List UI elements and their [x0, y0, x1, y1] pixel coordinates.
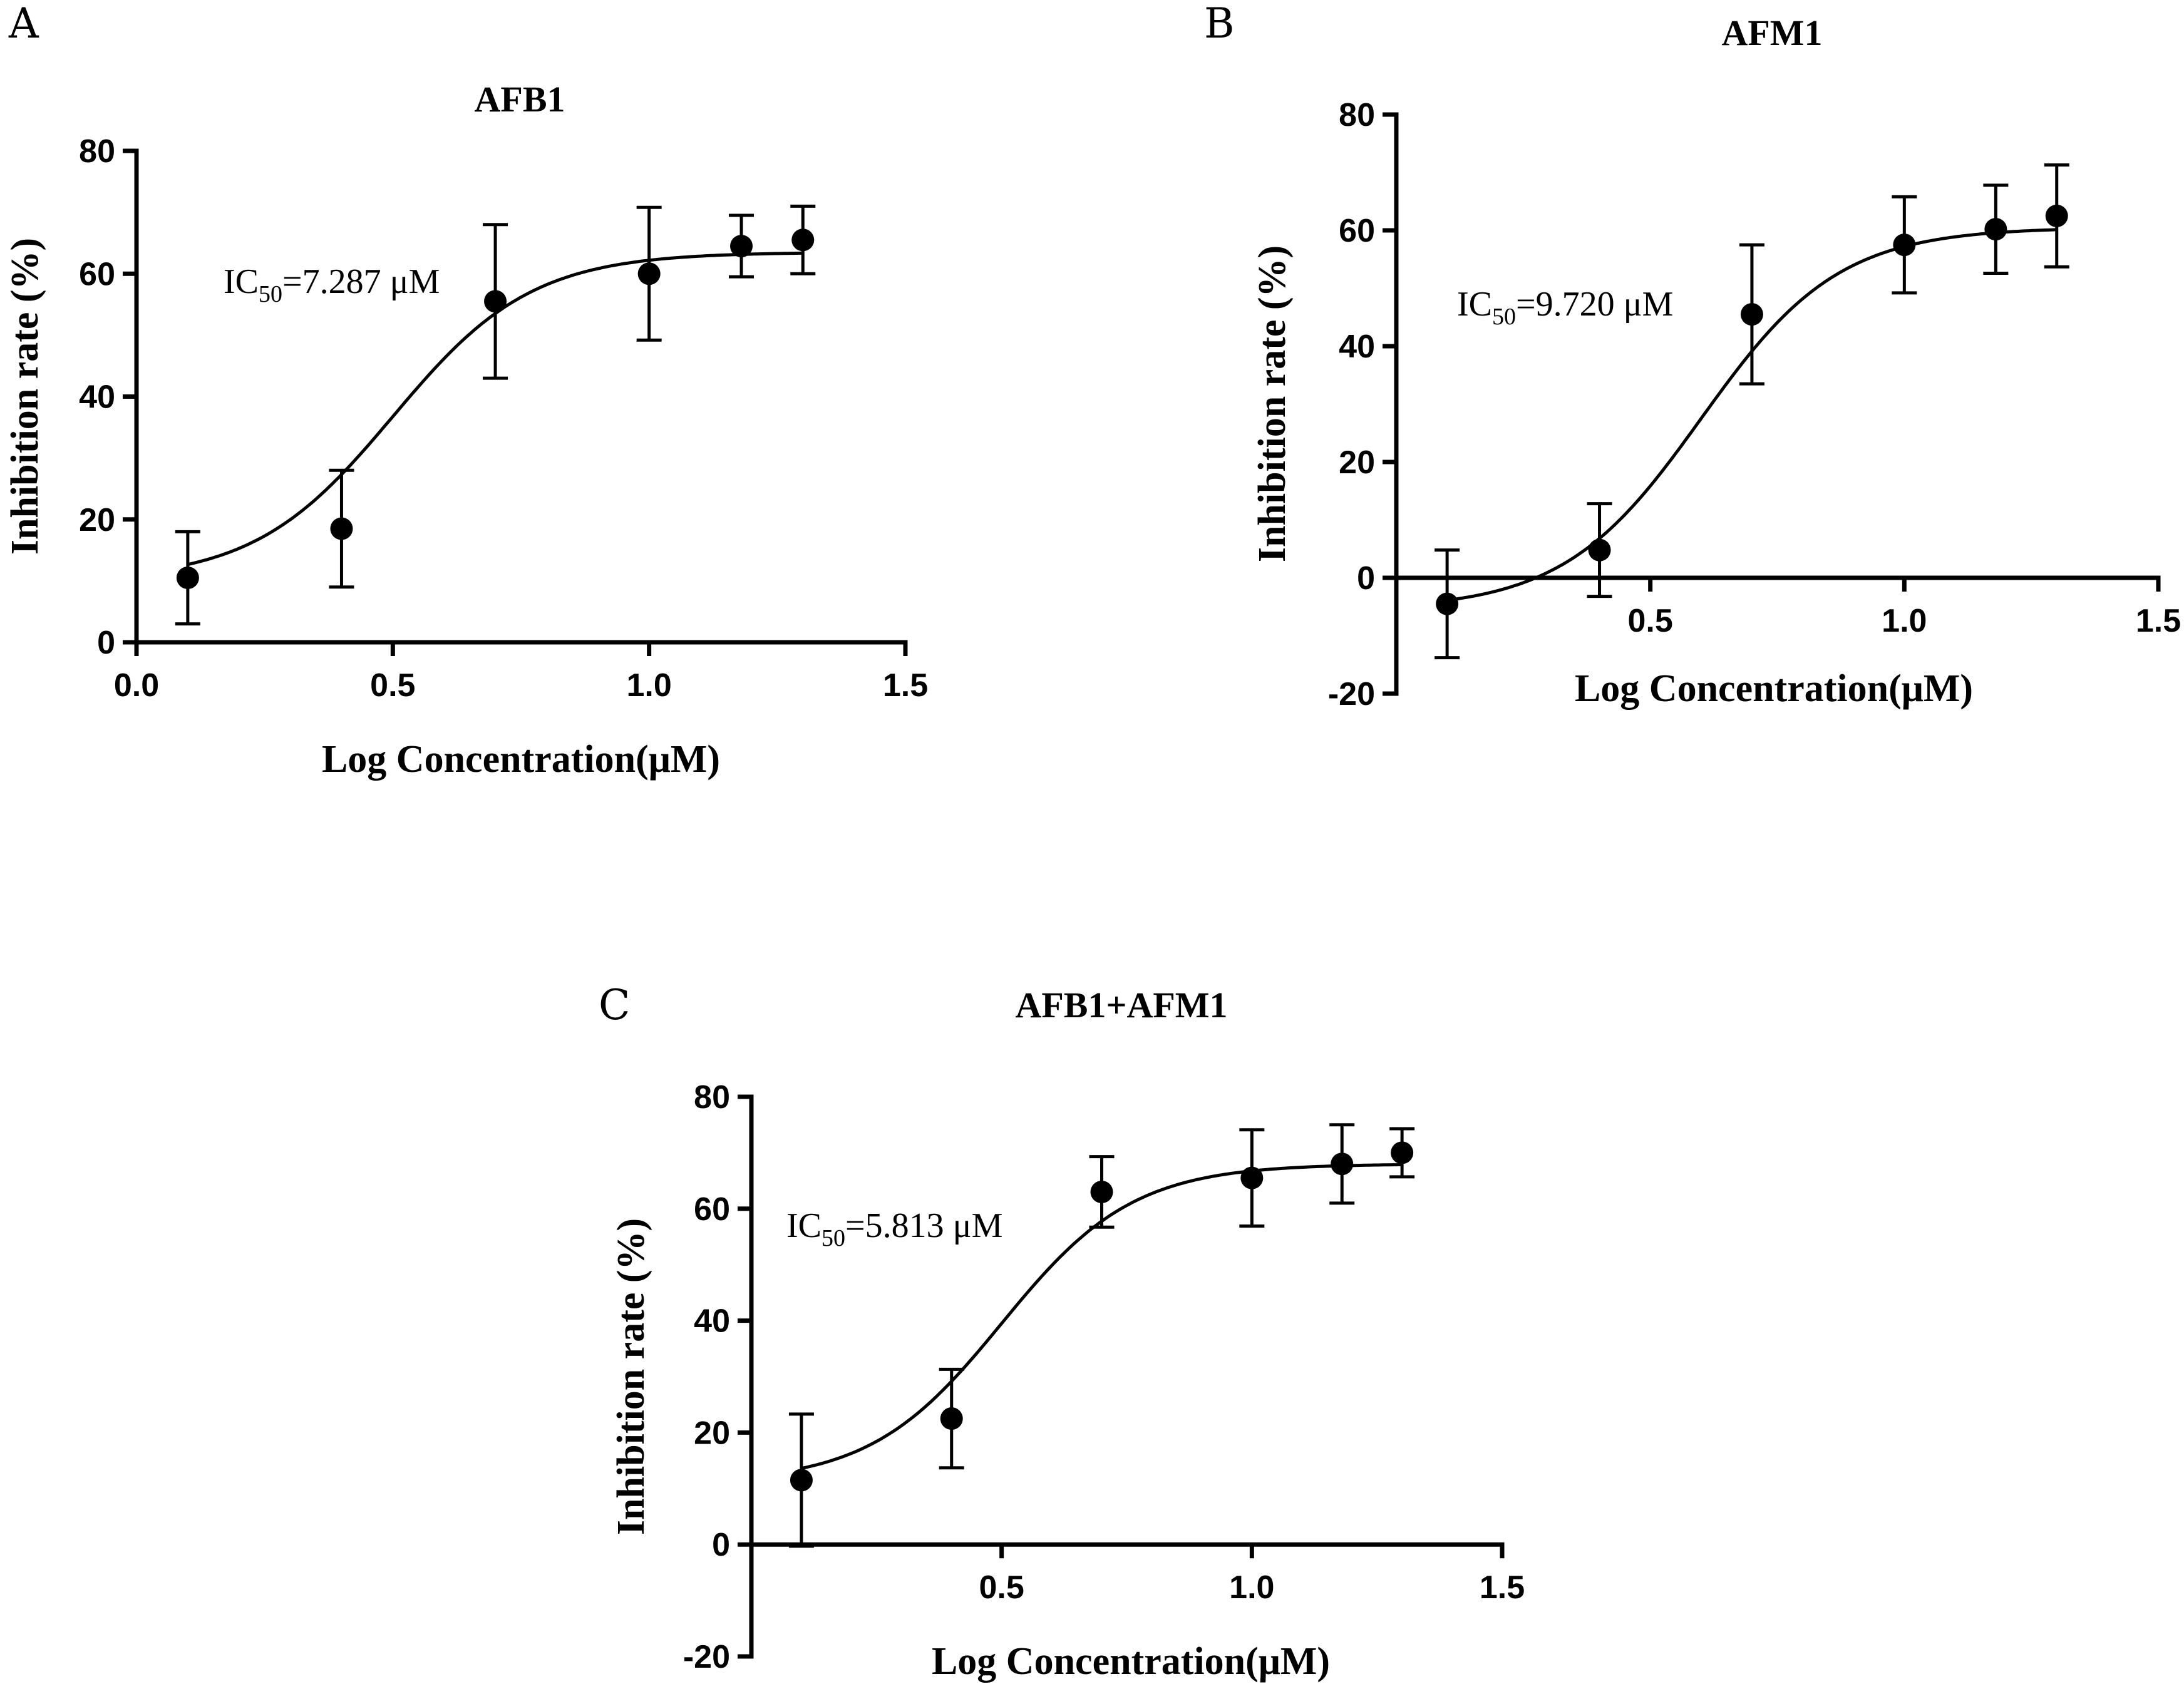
y-tick-label: 80 [694, 1079, 730, 1116]
ic50-annotation: IC50=5.813 μM [786, 1206, 1002, 1251]
data-point [790, 1469, 813, 1492]
y-tick-label: 20 [694, 1415, 730, 1451]
data-point [484, 290, 507, 313]
ic50-annotation: IC50=9.720 μM [1457, 285, 1673, 330]
ic50-value: =7.287 μM [282, 262, 440, 301]
ic50-prefix: IC [1457, 285, 1492, 324]
data-point [1240, 1166, 1264, 1189]
y-tick-label: -20 [683, 1639, 730, 1675]
ic50-value: =9.720 μM [1516, 285, 1673, 324]
ic50-prefix: IC [224, 262, 259, 301]
data-point [1984, 218, 2007, 241]
x-tick-label: 1.0 [1882, 603, 1927, 639]
y-tick-label: 60 [1339, 213, 1375, 249]
data-point-group [1329, 1123, 1355, 1205]
ic50-prefix: IC [786, 1206, 822, 1245]
data-point [176, 566, 199, 589]
y-tick-label: 40 [1339, 329, 1375, 365]
ic50-subscript: 50 [259, 281, 282, 307]
x-tick-label: 1.5 [2136, 603, 2181, 639]
x-axis-label: Log Concentration(μM) [1575, 667, 1973, 710]
y-tick-label: -20 [1328, 676, 1375, 712]
chart-panel-a: A AFB1 0 20 40 60 80 0.0 0.5 1.0 1.5 Inhibition rat… [4, 0, 928, 781]
y-tick-label: 40 [79, 379, 115, 416]
data-point [1331, 1152, 1354, 1176]
data-point-group [1089, 1155, 1115, 1229]
data-point-group [1892, 195, 1917, 295]
y-tick-label: 40 [694, 1303, 730, 1340]
ic50-annotation: IC50=7.287 μM [224, 262, 440, 307]
chart-title: AFB1+AFM1 [1015, 985, 1227, 1025]
y-tick-label: 0 [1357, 560, 1375, 597]
data-point-group [1983, 183, 2009, 275]
ic50-subscript: 50 [822, 1225, 845, 1251]
x-axis-label: Log Concentration(μM) [322, 738, 720, 781]
y-tick-label: 0 [712, 1527, 730, 1563]
x-tick-label: 0.0 [114, 667, 159, 704]
data-point [1436, 592, 1459, 615]
data-point-group [1739, 243, 1764, 386]
panel-label: A [8, 0, 39, 48]
chart-panel-b: B AFM1 -20 0 20 40 60 80 0.5 1.0 1.5 Inhibition rat… [1204, 0, 2181, 712]
y-tick-label: 0 [97, 625, 115, 661]
data-point-group [1587, 502, 1612, 598]
x-tick-label: 0.5 [1628, 603, 1673, 639]
panel-label: B [1204, 0, 1235, 48]
x-tick-label: 1.0 [1229, 1569, 1274, 1606]
data-point [730, 235, 753, 258]
y-tick-label: 20 [79, 502, 115, 538]
x-tick-label: 1.5 [1480, 1569, 1525, 1606]
data-point-group [1389, 1127, 1415, 1179]
y-tick-label: 80 [1339, 97, 1375, 133]
y-axis-label: Inhibition rate (%) [610, 1218, 652, 1535]
ic50-value: =5.813 μM [845, 1206, 1002, 1245]
panel-label: C [599, 981, 631, 1029]
data-point [637, 262, 661, 285]
chart-title: AFM1 [1721, 13, 1822, 53]
data-point [1090, 1180, 1113, 1203]
x-axis-label: Log Concentration(μM) [932, 1640, 1330, 1683]
data-point-group [636, 205, 662, 342]
data-point-group [939, 1367, 964, 1470]
data-point-group [2044, 163, 2069, 269]
y-tick-label: 60 [79, 256, 115, 292]
ic50-subscript: 50 [1492, 304, 1516, 330]
x-tick-label: 1.0 [627, 667, 672, 704]
y-axis-label: Inhibition rate (%) [4, 238, 46, 555]
y-tick-label: 80 [79, 133, 115, 170]
data-point [2045, 204, 2068, 227]
data-point-group [790, 204, 816, 275]
data-point [1893, 234, 1916, 257]
data-point [791, 228, 815, 252]
data-point-group [483, 223, 508, 380]
data-point-group [1239, 1128, 1265, 1228]
x-tick-label: 1.5 [883, 667, 928, 704]
data-point [1740, 303, 1763, 326]
data-point [1391, 1141, 1414, 1164]
chart-panel-c: C AFB1+AFM1 -20 0 20 40 60 80 0.5 1.0 1.5 Inhibitio… [599, 981, 1525, 1683]
data-point-group [175, 530, 200, 626]
x-tick-label: 0.5 [370, 667, 415, 704]
x-tick-label: 0.5 [979, 1569, 1024, 1606]
data-point-group [329, 468, 354, 589]
data-point [330, 517, 353, 540]
y-tick-label: 60 [694, 1191, 730, 1228]
data-point-group [1435, 548, 1460, 660]
data-point-group [788, 1412, 814, 1548]
data-point-group [729, 213, 755, 279]
chart-title: AFB1 [475, 79, 565, 120]
data-point [1588, 538, 1611, 562]
data-point [940, 1407, 963, 1430]
y-axis-label: Inhibition rate (%) [1251, 245, 1294, 562]
y-tick-label: 20 [1339, 444, 1375, 481]
